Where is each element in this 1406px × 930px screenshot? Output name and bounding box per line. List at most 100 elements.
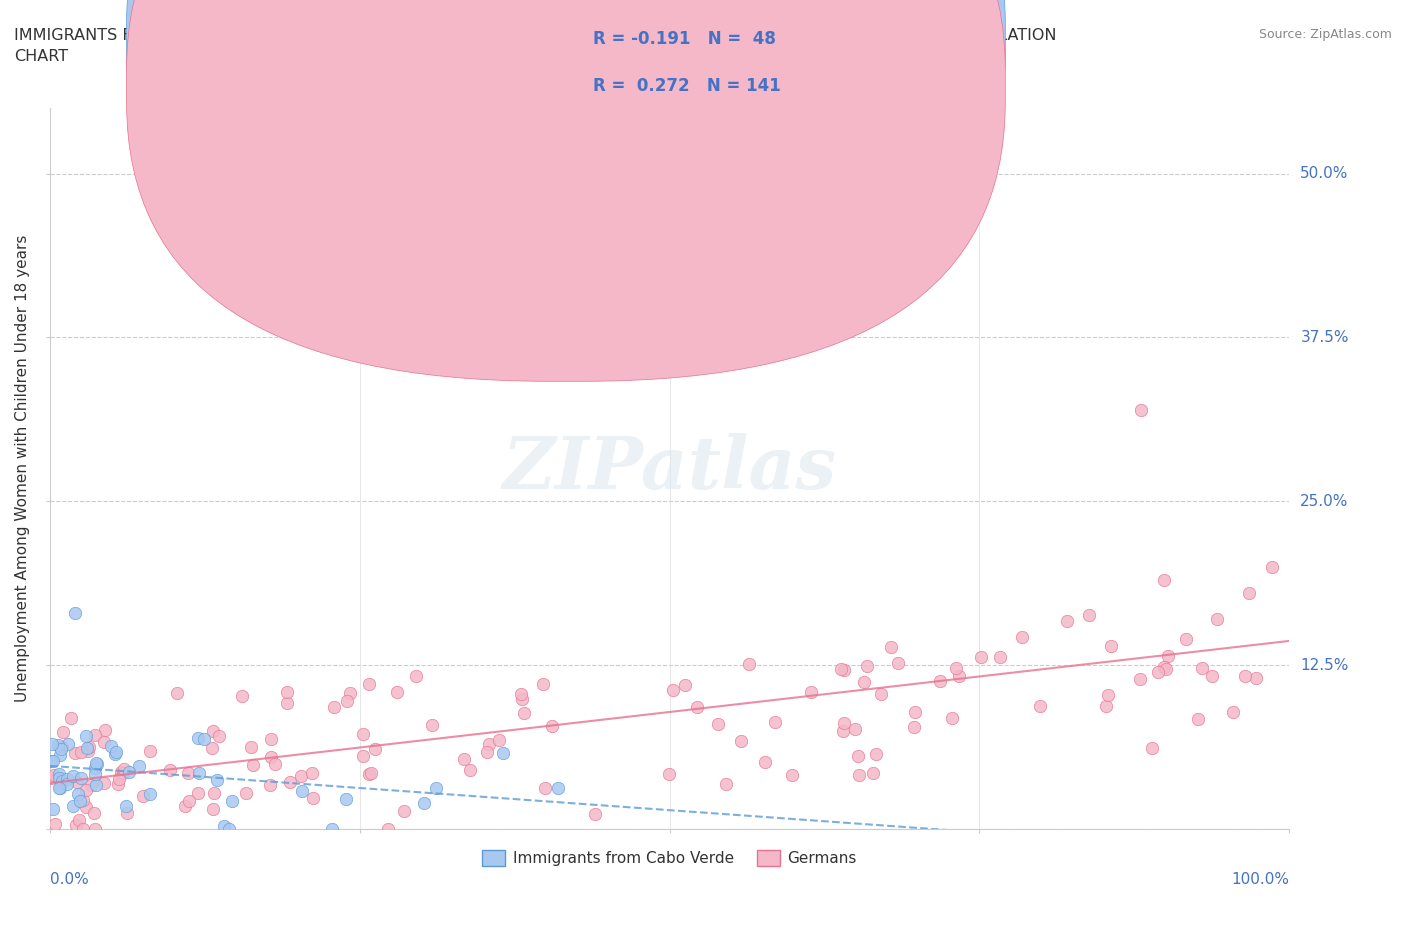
Point xyxy=(807,238,830,253)
Point xyxy=(1261,559,1284,574)
Point xyxy=(1234,668,1257,683)
Point xyxy=(533,780,555,795)
Point xyxy=(86,756,108,771)
Point xyxy=(903,720,925,735)
Point xyxy=(1147,665,1170,680)
Point xyxy=(1153,572,1175,587)
Point xyxy=(336,694,359,709)
Point xyxy=(1129,402,1152,417)
Text: 100.0%: 100.0% xyxy=(1232,872,1289,887)
Point xyxy=(832,716,855,731)
Point xyxy=(1157,648,1180,663)
Point xyxy=(290,768,312,783)
Point xyxy=(62,769,84,784)
Point xyxy=(80,777,103,792)
Point xyxy=(231,688,253,703)
Point xyxy=(72,792,94,807)
Point xyxy=(1222,704,1244,719)
Point xyxy=(488,733,510,748)
Point xyxy=(75,729,97,744)
Point xyxy=(880,640,903,655)
Point xyxy=(63,605,86,620)
Point xyxy=(100,738,122,753)
Point xyxy=(128,759,150,774)
Point xyxy=(72,822,94,837)
Point xyxy=(51,739,73,754)
Text: 37.5%: 37.5% xyxy=(1301,330,1348,345)
Point xyxy=(188,765,211,780)
Point xyxy=(673,678,696,693)
Point xyxy=(260,750,283,764)
Point xyxy=(658,767,681,782)
Point xyxy=(830,662,852,677)
Point xyxy=(357,676,380,691)
Point xyxy=(67,813,90,828)
Point xyxy=(1201,669,1223,684)
Point xyxy=(205,773,228,788)
Point xyxy=(782,767,804,782)
Point xyxy=(93,735,115,750)
Point xyxy=(945,661,967,676)
Point xyxy=(115,798,138,813)
Point xyxy=(301,765,323,780)
Point xyxy=(846,749,869,764)
Point xyxy=(1140,740,1163,755)
Point xyxy=(291,784,314,799)
Point xyxy=(118,764,141,779)
Point xyxy=(855,658,877,673)
Point xyxy=(276,684,298,699)
Text: 50.0%: 50.0% xyxy=(1301,166,1348,181)
Point xyxy=(1174,631,1197,646)
Point xyxy=(42,768,65,783)
Point xyxy=(1187,711,1209,726)
Point xyxy=(886,656,908,671)
Point xyxy=(159,763,181,777)
Point xyxy=(1246,671,1268,685)
Point xyxy=(93,776,115,790)
Point xyxy=(39,753,62,768)
Point xyxy=(353,749,375,764)
Point xyxy=(278,775,301,790)
Point xyxy=(177,765,200,780)
Point xyxy=(1237,586,1260,601)
Point xyxy=(56,777,79,791)
Point xyxy=(49,781,72,796)
Y-axis label: Unemployment Among Women with Children Under 18 years: Unemployment Among Women with Children U… xyxy=(15,235,30,702)
Point xyxy=(738,657,761,671)
Point xyxy=(63,746,86,761)
Point xyxy=(51,742,73,757)
Point xyxy=(110,764,132,779)
Point xyxy=(39,770,62,785)
Point xyxy=(392,804,415,818)
Point xyxy=(84,822,107,837)
Point xyxy=(48,766,70,781)
Point xyxy=(56,737,79,751)
Point xyxy=(114,762,136,777)
Point xyxy=(377,822,399,837)
Point xyxy=(48,780,70,795)
Point xyxy=(510,691,533,706)
Point xyxy=(111,765,134,780)
Point xyxy=(714,777,737,791)
Point xyxy=(765,715,787,730)
Text: IMMIGRANTS FROM CABO VERDE VS GERMAN UNEMPLOYMENT AMONG WOMEN WITH CHILDREN UNDE: IMMIGRANTS FROM CABO VERDE VS GERMAN UNE… xyxy=(14,28,1056,64)
Point xyxy=(352,726,374,741)
Point xyxy=(405,669,427,684)
Point xyxy=(339,685,361,700)
Point xyxy=(41,737,63,751)
Point xyxy=(70,770,93,785)
Text: 12.5%: 12.5% xyxy=(1301,658,1348,672)
Point xyxy=(904,705,927,720)
Point xyxy=(200,740,222,755)
Point xyxy=(104,745,127,760)
Point xyxy=(84,728,107,743)
Point xyxy=(77,739,100,754)
Point xyxy=(510,686,533,701)
Point xyxy=(357,767,380,782)
Point xyxy=(1154,661,1177,676)
Point xyxy=(104,747,127,762)
Point xyxy=(335,791,357,806)
Point xyxy=(412,796,434,811)
Point xyxy=(70,744,93,759)
Point xyxy=(1078,607,1101,622)
